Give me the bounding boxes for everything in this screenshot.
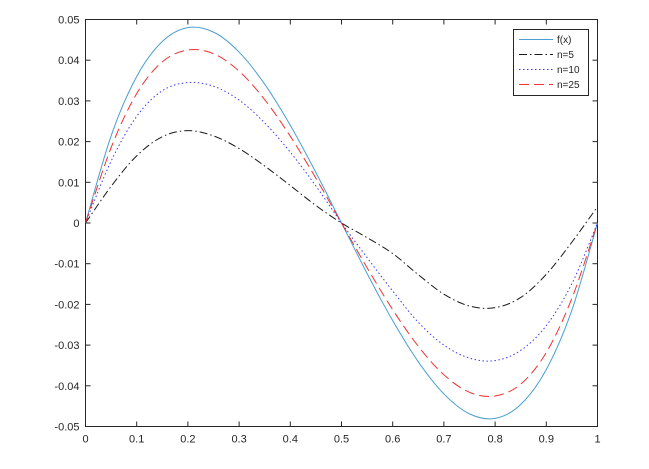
y-tick-label: 0.01 (58, 177, 79, 189)
y-tick-label: 0.04 (58, 55, 79, 67)
x-tick-label: 0.4 (283, 434, 298, 446)
y-tick-label: -0.05 (54, 422, 79, 434)
x-tick-label: 0.2 (180, 434, 195, 446)
legend-label: n=5 (557, 50, 574, 61)
plot-area: 0 0.1 0.2 0.3 0.4 0.5 0.6 0.7 0.8 0.9 1 0.05 0.04 0.0… (54, 15, 600, 446)
x-tick-label: 0.3 (231, 434, 246, 446)
y-tick-label: -0.02 (54, 299, 79, 311)
x-tick-label: 0.9 (539, 434, 554, 446)
x-tick-label: 1 (594, 434, 600, 446)
x-tick-label: 0.6 (385, 434, 400, 446)
y-tick-label: 0 (73, 218, 79, 230)
x-tick-label: 0.7 (436, 434, 451, 446)
legend-label: n=25 (557, 80, 580, 91)
legend: f(x) n=5 n=10 n=25 (513, 29, 589, 96)
tick-layer: 0 0.1 0.2 0.3 0.4 0.5 0.6 0.7 0.8 0.9 1 0.05 0.04 0.0… (54, 15, 600, 446)
legend-label: f(x) (557, 35, 571, 46)
y-tick-label: 0.05 (58, 15, 79, 27)
series-line-1 (85, 130, 598, 309)
x-tick-label: 0 (82, 434, 88, 446)
y-tick-label: -0.03 (54, 340, 79, 352)
y-tick-label: 0.02 (58, 137, 79, 149)
series-line-3 (85, 49, 598, 397)
y-tick-label: -0.01 (54, 259, 79, 271)
y-tick-label: 0.03 (58, 96, 79, 108)
y-tick-label: -0.04 (54, 381, 79, 393)
series-line-2 (85, 81, 598, 362)
legend-items: f(x) n=5 n=10 n=25 (519, 35, 580, 91)
x-tick-label: 0.1 (129, 434, 144, 446)
legend-label: n=10 (557, 65, 580, 76)
x-tick-label: 0.5 (334, 434, 349, 446)
x-tick-label: 0.8 (487, 434, 502, 446)
series-layer (85, 26, 598, 420)
